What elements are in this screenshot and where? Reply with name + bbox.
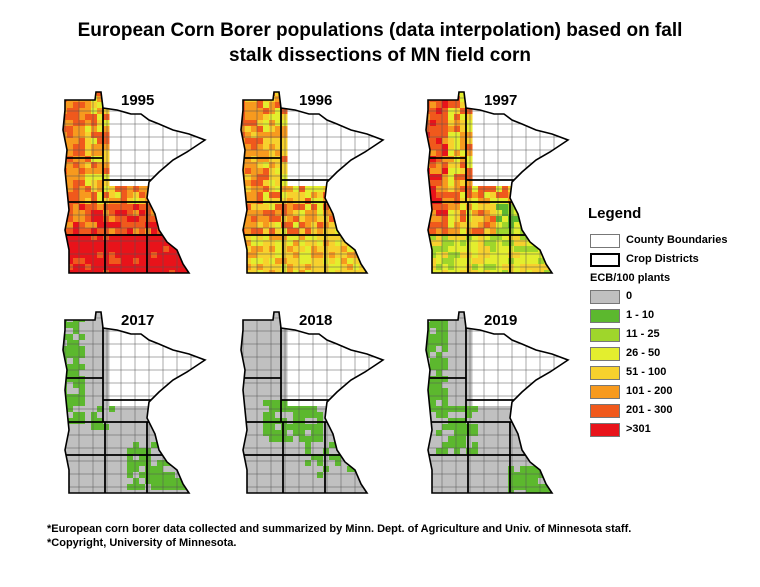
state-outline xyxy=(425,91,570,274)
legend-class-swatch xyxy=(590,423,620,437)
legend-county-boundaries: County Boundaries xyxy=(588,232,758,251)
county-boundary-swatch xyxy=(590,234,620,248)
year-label: 2019 xyxy=(484,312,518,329)
legend-crop-districts: Crop Districts xyxy=(588,251,758,270)
year-label: 1996 xyxy=(299,92,333,109)
year-label: 1995 xyxy=(121,92,155,109)
map-panel-1995: 1995 xyxy=(55,90,207,290)
year-label: 1997 xyxy=(484,92,518,109)
map-panel-1997: 1997 xyxy=(418,90,570,290)
legend-class-row: 11 - 25 xyxy=(588,326,758,345)
legend-class-row: >301 xyxy=(588,421,758,440)
title-line-1: European Corn Borer populations (data in… xyxy=(77,20,683,41)
map-panel-2017: 2017 xyxy=(55,310,207,510)
legend-class-row: 101 - 200 xyxy=(588,383,758,402)
year-label: 2018 xyxy=(299,312,333,329)
footnote-2: *Copyright, University of Minnesota. xyxy=(47,537,237,549)
legend-class-swatch xyxy=(590,385,620,399)
map-panel-2019: 2019 xyxy=(418,310,570,510)
legend-class-label: 0 xyxy=(626,290,633,302)
state-outline xyxy=(425,311,570,494)
legend-class-row: 201 - 300 xyxy=(588,402,758,421)
legend-class-label: >301 xyxy=(626,423,651,435)
legend-class-swatch xyxy=(590,309,620,323)
minnesota-map xyxy=(240,311,385,494)
legend-title: Legend xyxy=(588,205,642,222)
legend-class-swatch xyxy=(590,290,620,304)
map-panel-1996: 1996 xyxy=(233,90,385,290)
legend-class-swatch xyxy=(590,347,620,361)
legend: Legend County Boundaries Crop Districts … xyxy=(588,205,758,440)
state-outline xyxy=(240,311,385,494)
minnesota-map xyxy=(240,91,385,274)
legend-unit: ECB/100 plants xyxy=(590,272,671,284)
legend-class-swatch xyxy=(590,328,620,342)
minnesota-map xyxy=(425,91,570,274)
crop-district-swatch xyxy=(590,253,620,267)
state-outline xyxy=(62,311,207,494)
legend-classes: 0 1 - 10 11 - 25 26 - 50 51 - 100 101 - 200 20… xyxy=(588,288,758,440)
map-panel-2018: 2018 xyxy=(233,310,385,510)
legend-class-row: 26 - 50 xyxy=(588,345,758,364)
year-label: 2017 xyxy=(121,312,155,329)
legend-class-row: 1 - 10 xyxy=(588,307,758,326)
footnotes: *European corn borer data collected and … xyxy=(47,522,631,550)
state-outline xyxy=(62,91,207,274)
map-title: European Corn Borer populations (data in… xyxy=(0,18,760,68)
legend-class-label: 26 - 50 xyxy=(626,347,661,359)
legend-class-label: 201 - 300 xyxy=(626,404,673,416)
legend-class-label: 101 - 200 xyxy=(626,385,673,397)
legend-class-label: 11 - 25 xyxy=(626,328,660,340)
legend-class-row: 51 - 100 xyxy=(588,364,758,383)
legend-class-swatch xyxy=(590,404,620,418)
minnesota-map xyxy=(425,311,570,494)
legend-class-label: 51 - 100 xyxy=(626,366,667,378)
legend-class-label: 1 - 10 xyxy=(626,309,655,321)
legend-class-row: 0 xyxy=(588,288,758,307)
title-line-2: stalk dissections of MN field corn xyxy=(229,45,531,66)
legend-label: County Boundaries xyxy=(626,234,728,246)
minnesota-map xyxy=(62,311,207,494)
state-outline xyxy=(240,91,385,274)
minnesota-map xyxy=(62,91,207,274)
legend-class-swatch xyxy=(590,366,620,380)
footnote-1: *European corn borer data collected and … xyxy=(47,523,632,535)
legend-label: Crop Districts xyxy=(626,253,699,265)
